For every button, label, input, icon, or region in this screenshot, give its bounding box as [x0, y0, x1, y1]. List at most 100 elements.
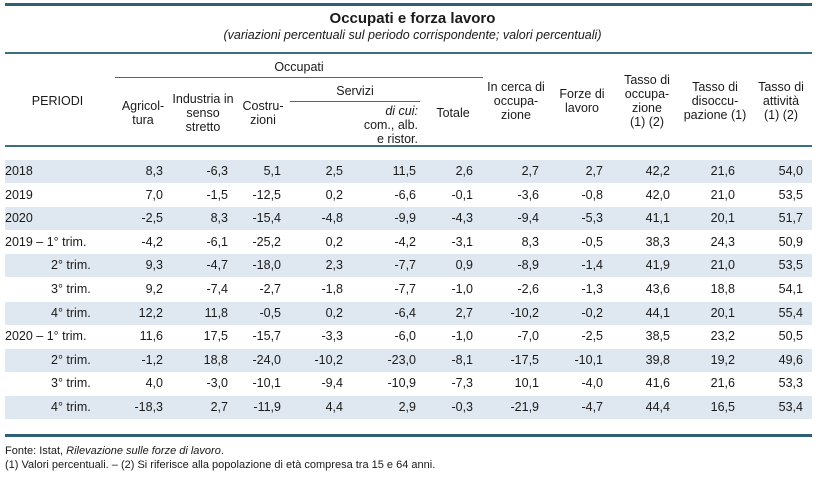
- row-period: 2° trim.: [51, 352, 91, 367]
- cell-di-cui: -10,9: [387, 376, 417, 391]
- header-top-rule: [5, 52, 812, 54]
- cell-tasso-disoccupazione: 21,0: [710, 187, 735, 202]
- row-period: 2019: [5, 187, 33, 202]
- cell-industria: -4,7: [206, 258, 228, 273]
- cell-tasso-occupazione: 42,0: [645, 187, 670, 202]
- cell-in-cerca: -3,6: [517, 187, 539, 202]
- cell-in-cerca: 10,1: [514, 376, 539, 391]
- cell-tasso-attivita: 53,5: [778, 187, 803, 202]
- row-period: 2020 – 1° trim.: [5, 329, 87, 344]
- table-row: 3° trim. 9,2 -7,4 -2,7 -1,8 -7,7 -1,0 -2,6 -1,3 4…: [5, 278, 812, 301]
- cell-di-cui: -9,9: [394, 211, 416, 226]
- cell-industria: -1,5: [206, 187, 228, 202]
- header-forze-lavoro: Forze di lavoro: [559, 87, 605, 115]
- cell-di-cui: -6,4: [394, 305, 416, 320]
- row-period: 4° trim.: [51, 400, 91, 414]
- table-title: Occupati e forza lavoro: [329, 10, 496, 27]
- cell-costruzioni: -15,4: [252, 211, 282, 226]
- row-period: 3° trim.: [51, 376, 91, 391]
- cell-di-cui: -23,0: [387, 352, 417, 367]
- cell-tasso-attivita: 50,9: [778, 234, 803, 249]
- cell-agricoltura: 12,2: [138, 305, 163, 320]
- cell-in-cerca: 8,3: [521, 234, 539, 249]
- cell-servizi: 2,5: [325, 164, 343, 178]
- cell-totale: -7,3: [451, 376, 473, 391]
- table-row: 2020 – 1° trim. 11,6 17,5 -15,7 -3,3 -6,0 -1,0…: [5, 325, 812, 348]
- cell-tasso-disoccupazione: 21,0: [710, 258, 735, 273]
- cell-forze-lavoro: -0,5: [581, 234, 603, 249]
- cell-costruzioni: -11,9: [253, 400, 281, 414]
- table-row: 4° trim. 12,2 11,8 -0,5 0,2 -6,4 2,7 -10,2 -0,2 4…: [5, 301, 812, 325]
- cell-tasso-occupazione: 38,5: [645, 329, 670, 344]
- cell-tasso-occupazione: 41,6: [645, 376, 670, 391]
- cell-tasso-attivita: 51,7: [778, 211, 803, 226]
- cell-tasso-occupazione: 42,2: [645, 164, 670, 178]
- cell-tasso-disoccupazione: 23,2: [710, 329, 735, 344]
- cell-tasso-occupazione: 44,1: [645, 305, 670, 320]
- cell-in-cerca: -21,9: [510, 400, 540, 414]
- cell-in-cerca: -9,4: [517, 211, 539, 226]
- cell-tasso-occupazione: 41,1: [645, 211, 670, 226]
- cell-agricoltura: -1,2: [141, 352, 163, 367]
- cell-costruzioni: -2,7: [259, 282, 281, 296]
- cell-tasso-occupazione: 44,4: [645, 400, 670, 414]
- cell-totale: -4,3: [451, 211, 473, 226]
- header-occupati-group: Occupati: [274, 60, 324, 74]
- cell-tasso-disoccupazione: 24,3: [710, 234, 735, 249]
- cell-tasso-disoccupazione: 19,2: [710, 352, 735, 367]
- header-bottom-rule: [5, 145, 812, 147]
- header-costruzioni: Costru- zioni: [242, 99, 284, 127]
- table-row: 2° trim. -1,2 18,8 -24,0 -10,2 -23,0 -8,1 -17,5…: [5, 348, 812, 372]
- cell-tasso-occupazione: 43,6: [645, 282, 670, 296]
- cell-tasso-attivita: 53,4: [778, 400, 803, 414]
- row-period: 2020: [5, 211, 33, 226]
- cell-forze-lavoro: -4,0: [581, 376, 603, 391]
- cell-agricoltura: -18,3: [134, 400, 164, 414]
- cell-forze-lavoro: -5,3: [581, 211, 603, 226]
- cell-totale: 0,9: [455, 258, 473, 273]
- header-tasso-attivita: Tasso di attività (1) (2): [758, 80, 804, 122]
- cell-tasso-occupazione: 38,3: [645, 234, 670, 249]
- row-period: 2018: [5, 164, 33, 178]
- cell-totale: -0,1: [451, 187, 473, 202]
- cell-totale: -8,1: [451, 352, 473, 367]
- cell-di-cui: -4,2: [394, 234, 416, 249]
- cell-industria: 18,8: [203, 352, 228, 367]
- cell-tasso-disoccupazione: 16,5: [710, 400, 735, 414]
- cell-forze-lavoro: -0,8: [581, 187, 603, 202]
- cell-di-cui: -7,7: [394, 258, 416, 273]
- cell-in-cerca: -10,2: [510, 305, 540, 320]
- cell-costruzioni: -0,5: [259, 305, 281, 320]
- cell-totale: 2,7: [455, 305, 473, 320]
- cell-industria: -6,1: [206, 234, 228, 249]
- cell-industria: 8,3: [210, 211, 228, 226]
- cell-agricoltura: 11,6: [139, 329, 163, 344]
- cell-agricoltura: 8,3: [145, 164, 163, 178]
- cell-di-cui: 2,9: [398, 400, 416, 414]
- table-subtitle: (variazioni percentuali sul periodo corr…: [223, 28, 602, 42]
- cell-tasso-disoccupazione: 21,6: [710, 164, 735, 178]
- cell-costruzioni: -18,0: [252, 258, 282, 273]
- cell-costruzioni: 5,1: [263, 164, 281, 178]
- cell-servizi: 0,2: [325, 187, 343, 202]
- cell-servizi: -10,2: [314, 352, 344, 367]
- cell-forze-lavoro: -2,5: [581, 329, 603, 344]
- row-period: 3° trim.: [51, 282, 91, 296]
- header-periodi: PERIODI: [31, 94, 84, 108]
- cell-forze-lavoro: -1,4: [581, 258, 603, 273]
- table-row: 2019 7,0 -1,5 -12,5 0,2 -6,6 -0,1 -3,6 -0,8 42,0 2…: [5, 184, 812, 207]
- cell-agricoltura: 9,3: [145, 258, 163, 273]
- cell-totale: 2,6: [455, 164, 473, 178]
- cell-tasso-disoccupazione: 20,1: [710, 211, 735, 226]
- cell-servizi: 0,2: [325, 234, 343, 249]
- header-tasso-disoccupazione: Tasso di disoccu- pazione (1): [683, 80, 747, 122]
- cell-in-cerca: -7,0: [517, 329, 539, 344]
- header-servizi-group: Servizi: [336, 84, 374, 98]
- table-row: 2020 -2,5 8,3 -15,4 -4,8 -9,9 -4,3 -9,4 -5,3 41,1…: [5, 207, 812, 231]
- cell-agricoltura: -4,2: [141, 234, 163, 249]
- cell-tasso-attivita: 49,6: [778, 352, 803, 367]
- table-row: 3° trim. 4,0 -3,0 -10,1 -9,4 -10,9 -7,3 10,1 -4,…: [5, 372, 812, 395]
- cell-forze-lavoro: -4,7: [581, 400, 603, 414]
- cell-costruzioni: -12,5: [252, 187, 282, 202]
- cell-forze-lavoro: -1,3: [581, 282, 603, 296]
